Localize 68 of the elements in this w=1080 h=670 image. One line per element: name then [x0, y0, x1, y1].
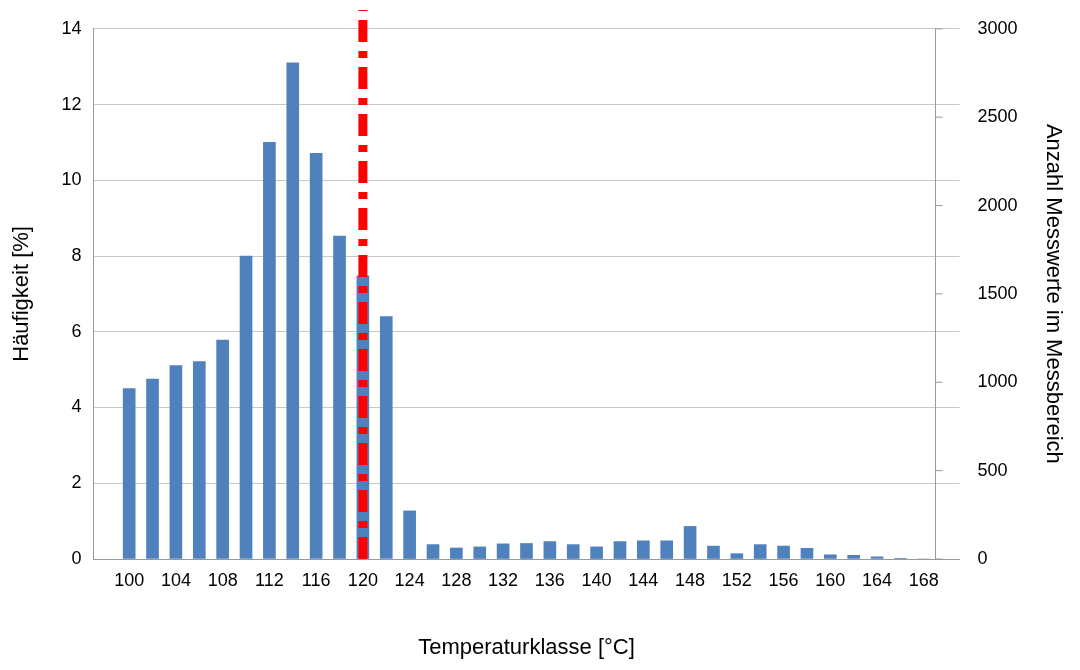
- bar: [730, 553, 744, 559]
- bar: [403, 510, 416, 559]
- bar: [800, 548, 814, 559]
- bar: [543, 541, 557, 559]
- bar: [169, 365, 183, 559]
- y-axis-title: Häufigkeit [%]: [8, 226, 34, 362]
- x-tick-label: 124: [394, 569, 425, 590]
- x-tick-label: 104: [160, 569, 191, 590]
- bar: [496, 543, 510, 559]
- y-tick-label: 4: [71, 396, 82, 417]
- bar: [823, 554, 837, 559]
- bar: [473, 546, 487, 559]
- bar: [707, 545, 720, 559]
- bar: [520, 543, 533, 559]
- y2-tick-label: 2000: [977, 194, 1018, 215]
- bar: [146, 378, 159, 559]
- x-tick-label: 132: [488, 569, 519, 590]
- x-tick-label: 112: [255, 569, 284, 590]
- bar: [613, 541, 627, 559]
- x-tick-label: 108: [207, 569, 238, 590]
- bar: [379, 316, 393, 559]
- x-tick-label: 148: [675, 569, 706, 590]
- x-tick-label: 168: [908, 569, 939, 590]
- bar: [683, 526, 697, 559]
- y-tick-label: 2: [71, 472, 82, 493]
- x-tick-label: 140: [581, 569, 612, 590]
- x-tick-label: 116: [301, 569, 331, 590]
- x-tick-label: 100: [114, 569, 145, 590]
- bar: [566, 544, 580, 559]
- x-tick-label: 144: [628, 569, 659, 590]
- bar: [660, 540, 674, 559]
- x-tick-label: 164: [862, 569, 893, 590]
- y-tick-label: 10: [61, 169, 82, 190]
- x-tick-label: 156: [768, 569, 799, 590]
- bar: [286, 62, 300, 559]
- bar: [847, 554, 861, 559]
- x-tick-label: 120: [347, 569, 378, 590]
- bar: [870, 556, 884, 559]
- y-tick-label: 6: [71, 320, 82, 341]
- x-tick-label: 128: [441, 569, 472, 590]
- y-tick-label: 12: [61, 93, 82, 114]
- y2-tick-label: 500: [977, 459, 1008, 480]
- y2-tick-label: 3000: [977, 17, 1018, 38]
- y-tick-label: 0: [71, 547, 82, 568]
- y-tick-label: 8: [71, 245, 82, 265]
- bar: [426, 544, 440, 559]
- bar: [753, 544, 767, 559]
- bar: [450, 547, 463, 559]
- y2-tick-label: 0: [977, 547, 988, 568]
- y2-axis-title: Anzahl Messwerte im Messbereich: [1041, 123, 1067, 464]
- bar: [637, 540, 650, 559]
- bar: [216, 339, 229, 559]
- bar: [777, 545, 790, 559]
- bar: [239, 255, 253, 559]
- y-tick-label: 14: [61, 17, 82, 38]
- y2-tick-label: 2500: [977, 106, 1018, 127]
- bar: [263, 142, 276, 559]
- bar: [333, 235, 346, 559]
- x-tick-label: 160: [815, 569, 846, 590]
- y2-tick-label: 1000: [977, 371, 1018, 392]
- bar: [309, 153, 323, 559]
- bar: [192, 361, 206, 559]
- x-axis-title: Temperaturklasse [°C]: [418, 633, 635, 659]
- x-tick-label: 136: [534, 569, 565, 590]
- x-tick-label: 152: [721, 569, 752, 590]
- y2-tick-label: 1500: [977, 282, 1018, 303]
- bar: [590, 546, 603, 559]
- bar: [122, 388, 136, 559]
